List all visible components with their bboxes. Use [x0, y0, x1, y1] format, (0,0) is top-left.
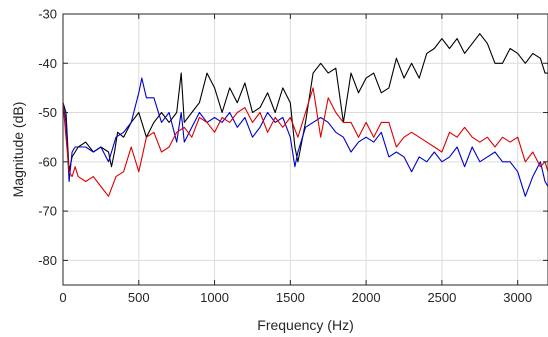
y-tick-label: -70: [38, 204, 57, 219]
y-tick-label: -50: [38, 105, 57, 120]
y-tick-label: -40: [38, 56, 57, 71]
x-axis-label: Frequency (Hz): [257, 317, 353, 333]
x-tick-label: 2500: [427, 290, 456, 305]
axes-box: [62, 13, 548, 286]
x-tick-label: 2000: [352, 290, 381, 305]
x-tick-label: 1500: [276, 290, 305, 305]
x-tick-label: 0: [59, 290, 66, 305]
axes-background: [63, 14, 548, 285]
tick-marks: [62, 13, 548, 285]
series-layer: [62, 33, 548, 197]
y-tick-label: -30: [38, 7, 57, 22]
y-tick-label: -80: [38, 253, 57, 268]
plot-area: [62, 13, 548, 286]
y-axis-label: Magnitude (dB): [10, 102, 26, 198]
series-line-3: [62, 87, 548, 197]
y-tick-labels: -80 -70 -60 -50 -40 -30: [38, 7, 57, 268]
y-tick-label: -60: [38, 154, 57, 169]
x-tick-label: 1000: [200, 290, 229, 305]
series-line-1: [62, 33, 548, 173]
x-tick-label: 500: [128, 290, 150, 305]
series-line-2: [62, 77, 548, 197]
x-tick-label: 3000: [503, 290, 532, 305]
x-tick-labels: 0 500 1000 1500 2000 2500 3000: [59, 290, 532, 305]
